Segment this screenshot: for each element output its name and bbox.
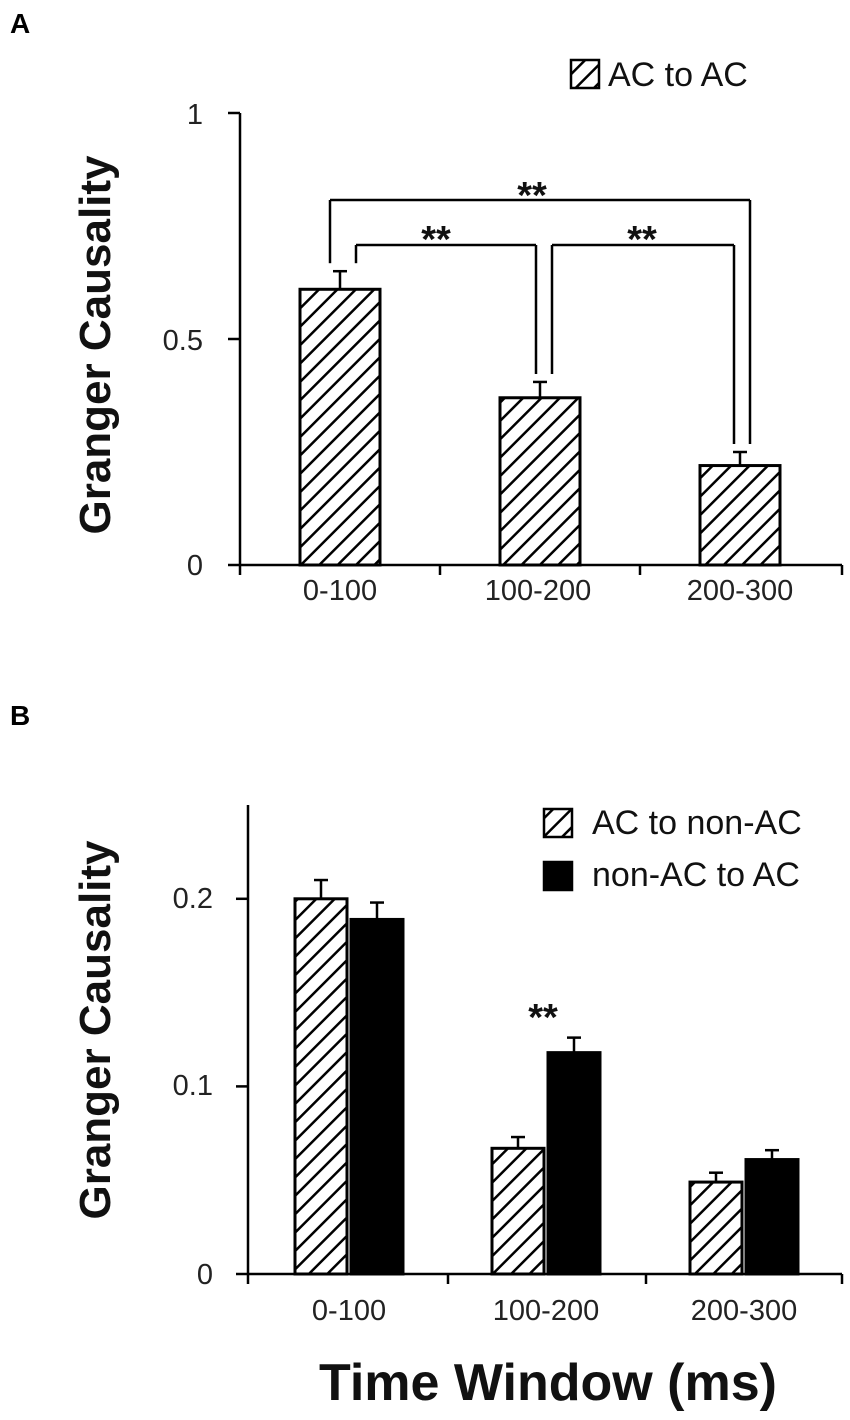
panel-a-significance: ** ** **: [328, 175, 752, 444]
panel-b-x-tick-label: 0-100: [312, 1295, 386, 1327]
bar-ac-to-ac: [698, 464, 782, 567]
legend-label: AC to non-AC: [592, 804, 802, 842]
bar-ac-to-ac: [498, 396, 582, 567]
significance-label: **: [528, 997, 558, 1039]
panel-a-y-axis-label: Granger Causality: [71, 155, 120, 535]
bar-ac-to-non-ac: [293, 897, 349, 1276]
panel-b-x-ticks: 0-100 100-200 200-300: [312, 1295, 797, 1327]
panel-b-bars: [293, 878, 800, 1276]
legend-swatch-hatched: [542, 807, 574, 839]
bar-ac-to-non-ac: [688, 1180, 744, 1276]
panel-a-x-tick-label: 0-100: [303, 575, 377, 607]
panel-a-bars: [298, 269, 782, 567]
bar-ac-to-non-ac: [490, 1146, 546, 1276]
legend-label: non-AC to AC: [592, 856, 800, 894]
bar-non-ac-to-ac: [744, 1158, 800, 1276]
panel-a-x-ticks: 0-100 100-200 200-300: [303, 575, 793, 607]
panel-a-y-tick-label: 1: [187, 99, 203, 131]
significance-label: **: [517, 175, 547, 217]
panel-b-letter: B: [10, 700, 30, 731]
panel-b-y-tick-label: 0: [197, 1259, 213, 1291]
panel-b: B Granger Causality 0 0.1 0.2 0-100 100-…: [10, 700, 844, 1412]
panel-b-x-tick-label: 200-300: [691, 1295, 797, 1327]
legend-label: AC to AC: [608, 56, 748, 94]
panel-a-y-ticks: 0 0.5 1: [163, 99, 203, 582]
legend-swatch-hatched: [569, 58, 601, 90]
panel-a-x-tick-label: 200-300: [687, 575, 793, 607]
panel-a-y-tick-label: 0: [187, 550, 203, 582]
panel-a: A Granger Causality 0 0.5 1 0-100 100-20…: [10, 8, 844, 607]
bar-non-ac-to-ac: [349, 917, 405, 1276]
x-axis-label: Time Window (ms): [319, 1354, 777, 1412]
legend-swatch-solid: [542, 860, 574, 892]
bar-ac-to-ac: [298, 287, 382, 567]
panel-b-y-axis-label: Granger Causality: [71, 840, 120, 1220]
panel-b-y-ticks: 0 0.1 0.2: [173, 883, 213, 1291]
panel-b-y-tick-label: 0.1: [173, 1070, 213, 1102]
panel-a-letter: A: [10, 8, 30, 39]
panel-a-x-tick-label: 100-200: [485, 575, 591, 607]
panel-b-significance: **: [528, 997, 558, 1039]
panel-b-y-tick-label: 0.2: [173, 883, 213, 915]
panel-b-legend: AC to non-AC non-AC to AC: [542, 804, 802, 894]
panel-a-y-tick-label: 0.5: [163, 325, 203, 357]
bar-non-ac-to-ac: [546, 1051, 602, 1276]
significance-label: **: [421, 219, 451, 261]
significance-label: **: [627, 219, 657, 261]
panel-a-legend: AC to AC: [569, 56, 748, 94]
panel-b-x-tick-label: 100-200: [493, 1295, 599, 1327]
